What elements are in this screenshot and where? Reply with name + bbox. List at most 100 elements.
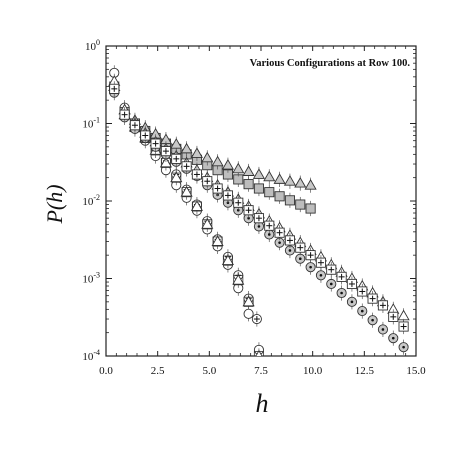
square-marker: [295, 199, 306, 210]
axis-ticks: 0.0 2.5 5.0 7.5 10.0 12.5 15.010010-110-210-31…: [82, 38, 426, 377]
data-point: [232, 272, 245, 288]
x-tick-label: 2.5: [151, 365, 165, 377]
center-dot: [329, 282, 333, 286]
data-point: [295, 240, 306, 256]
center-dot: [298, 257, 302, 261]
y-tick-exponent: -1: [93, 116, 100, 125]
center-dot: [360, 309, 364, 313]
triangle-marker: [232, 274, 245, 285]
data-point: [190, 198, 203, 215]
data-point: [233, 195, 244, 211]
data-point: [273, 171, 286, 187]
data-point: [377, 297, 388, 313]
data-point: [202, 173, 213, 189]
triangle-marker: [180, 142, 193, 154]
square-marker: [274, 191, 285, 202]
data-point: [367, 291, 378, 307]
data-point: [295, 196, 306, 213]
data-points: [108, 65, 410, 356]
square-marker: [284, 195, 295, 206]
data-point: [398, 318, 409, 335]
data-point: [398, 339, 409, 355]
square-marker: [305, 203, 316, 214]
data-point: [252, 166, 265, 183]
data-point: [243, 202, 254, 218]
data-point: [263, 169, 276, 185]
x-tick-label: 15.0: [406, 365, 426, 377]
data-point: [140, 127, 151, 144]
center-dot: [267, 233, 271, 236]
triangle-marker: [201, 218, 214, 229]
triangle-marker: [170, 138, 183, 149]
triangle-marker: [255, 349, 263, 356]
triangle-marker: [232, 162, 245, 174]
y-tick-base: 10: [82, 196, 94, 208]
center-dot: [319, 273, 323, 277]
center-dot: [247, 216, 250, 220]
triangle-marker: [294, 176, 307, 188]
triangle-marker: [211, 235, 224, 246]
y-tick-base: 10: [85, 41, 97, 53]
x-tick-label: 10.0: [303, 365, 323, 377]
data-point: [388, 309, 399, 325]
data-point: [274, 225, 285, 241]
data-point: [388, 330, 399, 346]
data-point: [367, 312, 378, 328]
data-point: [181, 158, 192, 174]
y-axis-title: P(h): [42, 184, 67, 224]
y-tick-base: 10: [82, 351, 94, 363]
data-point: [346, 294, 357, 310]
triangle-marker: [201, 151, 214, 163]
center-dot: [402, 345, 405, 349]
square-overlay: [202, 219, 213, 230]
y-tick-base: 10: [82, 274, 94, 286]
data-point: [242, 294, 255, 310]
data-point: [294, 175, 307, 191]
square-overlay: [253, 350, 264, 356]
triangle-marker: [242, 295, 255, 307]
center-dot: [371, 318, 374, 322]
triangle-marker: [263, 170, 276, 182]
y-tick-label: 10-4: [82, 348, 100, 363]
data-point: [305, 259, 316, 275]
data-point: [201, 150, 214, 166]
y-tick-base: 10: [82, 119, 94, 131]
data-point: [357, 283, 368, 300]
data-point: [212, 180, 223, 197]
data-point: [222, 187, 233, 204]
data-point: [171, 151, 182, 167]
x-tick-label: 5.0: [202, 365, 216, 377]
data-point: [295, 251, 306, 267]
center-dot: [350, 300, 354, 304]
y-tick-label: 100: [85, 38, 100, 53]
triangle-marker: [159, 156, 172, 168]
y-tick-label: 10-1: [82, 116, 100, 131]
y-tick-exponent: 0: [96, 38, 100, 47]
data-point: [160, 143, 171, 159]
center-dot: [381, 328, 385, 331]
data-point: [129, 117, 140, 133]
data-point: [180, 184, 193, 200]
center-dot: [257, 225, 261, 228]
data-point: [211, 233, 224, 250]
center-dot: [278, 241, 281, 244]
data-point: [170, 170, 183, 186]
triangle-marker: [252, 168, 265, 179]
data-point: [315, 267, 326, 283]
data-point: [191, 166, 202, 183]
data-point: [284, 192, 295, 208]
triangle-marker: [273, 173, 286, 184]
square-overlay: [181, 187, 192, 198]
data-point: [326, 262, 337, 278]
data-point: [251, 311, 262, 327]
y-tick-exponent: -3: [93, 271, 100, 280]
data-point: [284, 232, 295, 249]
data-point: [305, 247, 316, 263]
triangle-marker: [190, 200, 203, 211]
data-point: [305, 200, 316, 217]
data-point: [315, 255, 326, 271]
data-point: [326, 276, 337, 292]
square-overlay: [243, 296, 254, 307]
square-overlay: [212, 236, 223, 247]
